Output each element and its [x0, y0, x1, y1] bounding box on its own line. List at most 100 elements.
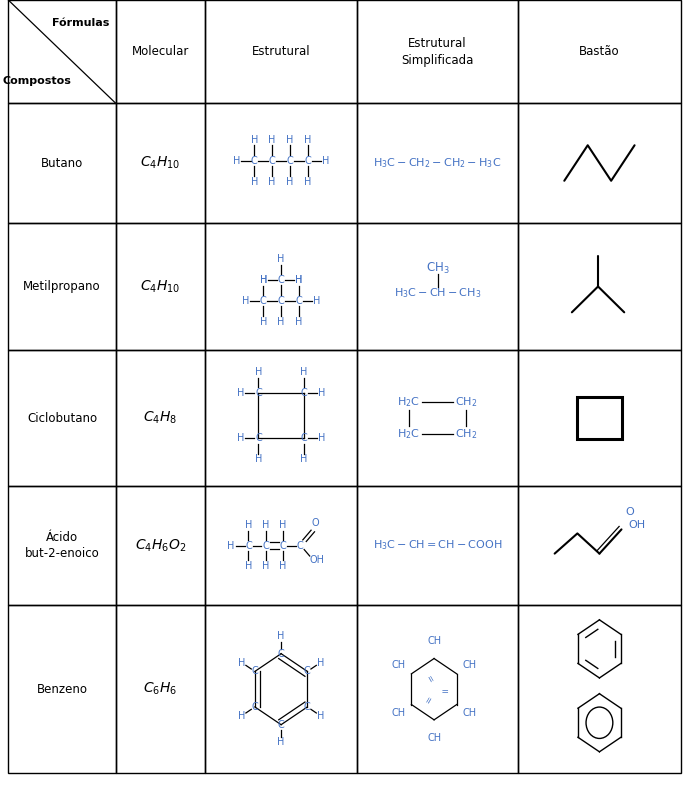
Text: H: H: [255, 367, 262, 377]
Text: H: H: [305, 177, 311, 186]
Bar: [357, 350, 518, 486]
Text: $\mathregular{H_3C-CH-CH_3}$: $\mathregular{H_3C-CH-CH_3}$: [394, 286, 481, 300]
Text: CH: CH: [463, 660, 477, 670]
Bar: [357, 103, 518, 223]
Text: $\mathit{C}_6\mathit{H}_6$: $\mathit{C}_6\mathit{H}_6$: [143, 681, 178, 697]
Text: H: H: [255, 454, 262, 464]
Text: CH: CH: [427, 636, 441, 646]
Text: C: C: [304, 667, 311, 676]
Bar: [116, 103, 205, 223]
Text: C: C: [251, 667, 258, 676]
Text: H: H: [227, 541, 235, 550]
Text: C: C: [260, 296, 267, 306]
Text: H: H: [300, 454, 307, 464]
Text: H: H: [242, 296, 249, 306]
Text: Ciclobutano: Ciclobutano: [27, 412, 97, 424]
Text: Butano: Butano: [41, 157, 83, 169]
Text: C: C: [245, 541, 251, 550]
Text: O: O: [311, 518, 319, 528]
Text: H: H: [317, 711, 325, 721]
Text: H: H: [318, 388, 325, 398]
Text: C: C: [300, 433, 307, 443]
Text: H: H: [305, 135, 311, 144]
Text: H: H: [287, 135, 294, 144]
Text: C: C: [251, 702, 258, 712]
Bar: [518, 605, 681, 773]
Text: Molecular: Molecular: [132, 45, 189, 58]
Text: H: H: [237, 388, 244, 398]
Text: C: C: [263, 541, 269, 550]
Text: H: H: [296, 275, 302, 285]
Bar: [205, 486, 357, 605]
Text: C: C: [304, 702, 311, 712]
Text: =: =: [440, 684, 448, 694]
Text: H: H: [278, 254, 285, 264]
Bar: [357, 486, 518, 605]
Text: $\mathregular{H_2C}$: $\mathregular{H_2C}$: [397, 427, 420, 441]
Bar: [518, 350, 681, 486]
Text: $\mathit{C}_4\mathit{H}_{10}$: $\mathit{C}_4\mathit{H}_{10}$: [141, 155, 181, 171]
Text: H: H: [278, 738, 285, 747]
Text: $\mathregular{H_3C-CH_2-CH_2-H_3C}$: $\mathregular{H_3C-CH_2-CH_2-H_3C}$: [373, 156, 502, 170]
Bar: [518, 223, 681, 350]
Bar: [518, 486, 681, 605]
Bar: [205, 0, 357, 103]
Text: H: H: [269, 135, 276, 144]
Text: C: C: [278, 275, 285, 285]
Bar: [116, 0, 205, 103]
Text: C: C: [269, 156, 276, 165]
Text: CH: CH: [391, 709, 405, 718]
Text: C: C: [280, 541, 286, 550]
Bar: [518, 103, 681, 223]
Text: H: H: [317, 658, 325, 667]
Bar: [205, 605, 357, 773]
Text: =: =: [423, 694, 435, 705]
Text: $\mathregular{H_3C-CH=CH-COOH}$: $\mathregular{H_3C-CH=CH-COOH}$: [373, 538, 502, 553]
Text: $\mathit{C}_4\mathit{H}_8$: $\mathit{C}_4\mathit{H}_8$: [143, 410, 178, 426]
Bar: [205, 223, 357, 350]
Text: Benzeno: Benzeno: [37, 683, 88, 696]
Bar: [357, 0, 518, 103]
Text: Estrutural: Estrutural: [251, 45, 311, 58]
Text: H: H: [251, 135, 258, 144]
Bar: [357, 223, 518, 350]
Bar: [8, 350, 116, 486]
Text: C: C: [305, 156, 311, 165]
Text: H: H: [296, 317, 302, 327]
Text: H: H: [260, 275, 267, 285]
Text: H: H: [238, 711, 245, 721]
Text: $\mathit{C}_4\mathit{H}_6\mathit{O}_2$: $\mathit{C}_4\mathit{H}_6\mathit{O}_2$: [135, 537, 186, 554]
Text: O: O: [626, 507, 634, 516]
Text: C: C: [278, 720, 285, 730]
Text: Estrutural
Simplificada: Estrutural Simplificada: [401, 36, 474, 67]
Bar: [8, 223, 116, 350]
Bar: [518, 0, 681, 103]
Text: $\mathregular{CH_2}$: $\mathregular{CH_2}$: [455, 427, 477, 441]
Text: H: H: [260, 317, 267, 327]
Text: C: C: [297, 541, 303, 550]
Text: H: H: [278, 631, 285, 641]
Text: H: H: [296, 275, 302, 285]
Bar: [8, 605, 116, 773]
Text: H: H: [237, 433, 244, 443]
Bar: [8, 0, 116, 103]
Text: C: C: [300, 388, 307, 398]
Text: H: H: [278, 317, 285, 327]
Text: H: H: [318, 433, 325, 443]
Text: C: C: [296, 296, 302, 306]
Text: H: H: [245, 521, 252, 530]
Text: H: H: [279, 521, 287, 530]
Text: H: H: [245, 561, 252, 571]
Text: H: H: [300, 367, 307, 377]
Bar: [116, 223, 205, 350]
Text: OH: OH: [309, 555, 324, 565]
Text: H: H: [238, 658, 245, 667]
Text: H: H: [313, 296, 320, 306]
Text: H: H: [262, 521, 269, 530]
Text: Metilpropano: Metilpropano: [23, 280, 101, 293]
Text: H: H: [287, 177, 294, 186]
Text: OH: OH: [628, 521, 645, 530]
Bar: [116, 605, 205, 773]
Text: Bastão: Bastão: [579, 45, 619, 58]
Text: =: =: [423, 673, 435, 684]
